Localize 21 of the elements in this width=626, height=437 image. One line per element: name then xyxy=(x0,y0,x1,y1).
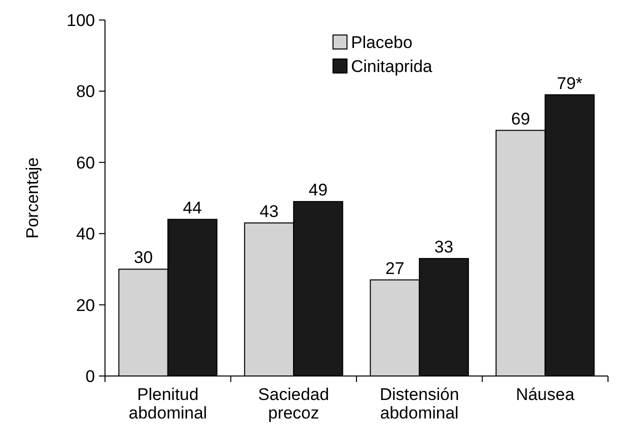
data-label: 44 xyxy=(182,198,202,218)
y-tick-label: 100 xyxy=(66,10,95,30)
y-tick-label: 20 xyxy=(76,296,95,315)
x-tick-label: Distensión abdominal xyxy=(380,385,460,423)
y-tick-label: 80 xyxy=(76,82,95,102)
data-label: 30 xyxy=(134,248,153,268)
x-tick-label: Náusea xyxy=(516,385,575,404)
y-tick-label: 60 xyxy=(76,153,95,172)
data-label: 43 xyxy=(260,202,279,221)
y-tick-label: 0 xyxy=(86,366,95,386)
x-tick-label: Saciedad precoz xyxy=(258,385,330,423)
data-label: 49 xyxy=(308,180,328,200)
x-tick-label: Plenitud abdominal xyxy=(128,385,208,423)
data-label: 27 xyxy=(385,258,404,278)
legend-label: Cinitaprida xyxy=(351,56,433,76)
data-label: 33 xyxy=(434,238,454,257)
data-label: 79* xyxy=(556,74,583,93)
y-axis-title: Porcentaje xyxy=(23,157,42,239)
legend-label: Placebo xyxy=(351,32,412,52)
data-label: 69 xyxy=(511,109,530,128)
y-tick-label: 40 xyxy=(76,224,95,244)
